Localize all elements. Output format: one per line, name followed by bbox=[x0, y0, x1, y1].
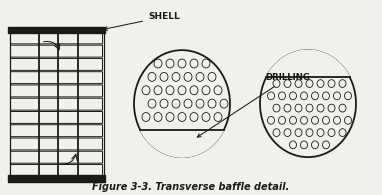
Circle shape bbox=[339, 129, 346, 136]
Circle shape bbox=[166, 113, 174, 121]
Circle shape bbox=[148, 72, 156, 81]
Circle shape bbox=[196, 72, 204, 81]
Circle shape bbox=[273, 80, 280, 88]
FancyBboxPatch shape bbox=[10, 112, 102, 123]
Circle shape bbox=[208, 72, 216, 81]
Circle shape bbox=[160, 99, 168, 108]
Circle shape bbox=[190, 113, 198, 121]
Circle shape bbox=[154, 59, 162, 68]
Text: DRILLING: DRILLING bbox=[197, 74, 310, 137]
Circle shape bbox=[311, 92, 319, 100]
Circle shape bbox=[160, 72, 168, 81]
FancyBboxPatch shape bbox=[10, 125, 102, 137]
Circle shape bbox=[273, 129, 280, 136]
Circle shape bbox=[202, 113, 210, 121]
Circle shape bbox=[301, 116, 308, 124]
Circle shape bbox=[172, 99, 180, 108]
Circle shape bbox=[322, 92, 330, 100]
Circle shape bbox=[178, 113, 186, 121]
Circle shape bbox=[306, 104, 313, 112]
Circle shape bbox=[267, 116, 275, 124]
Circle shape bbox=[306, 129, 313, 136]
Circle shape bbox=[134, 50, 230, 157]
Circle shape bbox=[184, 99, 192, 108]
Circle shape bbox=[328, 80, 335, 88]
Circle shape bbox=[301, 141, 308, 149]
Circle shape bbox=[301, 92, 308, 100]
Circle shape bbox=[339, 80, 346, 88]
Circle shape bbox=[214, 113, 222, 121]
Text: SHELL: SHELL bbox=[104, 12, 180, 30]
Circle shape bbox=[142, 113, 150, 121]
Circle shape bbox=[345, 116, 351, 124]
Circle shape bbox=[208, 99, 216, 108]
Circle shape bbox=[273, 104, 280, 112]
Circle shape bbox=[295, 80, 302, 88]
Circle shape bbox=[260, 50, 356, 157]
Circle shape bbox=[322, 116, 330, 124]
Circle shape bbox=[333, 92, 340, 100]
FancyBboxPatch shape bbox=[10, 45, 102, 57]
Circle shape bbox=[328, 104, 335, 112]
Circle shape bbox=[345, 92, 351, 100]
Polygon shape bbox=[266, 50, 350, 77]
Circle shape bbox=[190, 86, 198, 95]
Circle shape bbox=[284, 129, 291, 136]
Circle shape bbox=[178, 59, 186, 68]
Circle shape bbox=[311, 116, 319, 124]
Circle shape bbox=[267, 92, 275, 100]
Circle shape bbox=[284, 104, 291, 112]
Circle shape bbox=[202, 59, 210, 68]
Circle shape bbox=[184, 72, 192, 81]
Circle shape bbox=[290, 92, 296, 100]
FancyBboxPatch shape bbox=[10, 138, 102, 150]
Circle shape bbox=[311, 141, 319, 149]
Circle shape bbox=[154, 113, 162, 121]
Circle shape bbox=[328, 129, 335, 136]
Circle shape bbox=[290, 116, 296, 124]
Circle shape bbox=[142, 86, 150, 95]
FancyBboxPatch shape bbox=[10, 85, 102, 97]
Circle shape bbox=[306, 80, 313, 88]
Circle shape bbox=[284, 80, 291, 88]
Circle shape bbox=[214, 86, 222, 95]
Polygon shape bbox=[141, 130, 223, 157]
FancyBboxPatch shape bbox=[10, 58, 102, 70]
Circle shape bbox=[190, 59, 198, 68]
Circle shape bbox=[295, 104, 302, 112]
Circle shape bbox=[339, 104, 346, 112]
Circle shape bbox=[148, 99, 156, 108]
Circle shape bbox=[220, 99, 228, 108]
Circle shape bbox=[166, 86, 174, 95]
Circle shape bbox=[196, 99, 204, 108]
Circle shape bbox=[295, 129, 302, 136]
Circle shape bbox=[278, 116, 285, 124]
Circle shape bbox=[166, 59, 174, 68]
Circle shape bbox=[322, 141, 330, 149]
FancyBboxPatch shape bbox=[10, 151, 102, 163]
FancyBboxPatch shape bbox=[10, 98, 102, 110]
FancyBboxPatch shape bbox=[10, 72, 102, 84]
Circle shape bbox=[333, 116, 340, 124]
Text: Figure 3-3. Transverse baffle detail.: Figure 3-3. Transverse baffle detail. bbox=[92, 182, 290, 192]
Circle shape bbox=[317, 80, 324, 88]
Circle shape bbox=[290, 141, 296, 149]
Circle shape bbox=[278, 92, 285, 100]
Circle shape bbox=[154, 86, 162, 95]
Circle shape bbox=[317, 104, 324, 112]
FancyBboxPatch shape bbox=[10, 32, 102, 44]
Circle shape bbox=[172, 72, 180, 81]
Circle shape bbox=[202, 86, 210, 95]
Circle shape bbox=[317, 129, 324, 136]
FancyBboxPatch shape bbox=[10, 165, 102, 176]
Circle shape bbox=[178, 86, 186, 95]
